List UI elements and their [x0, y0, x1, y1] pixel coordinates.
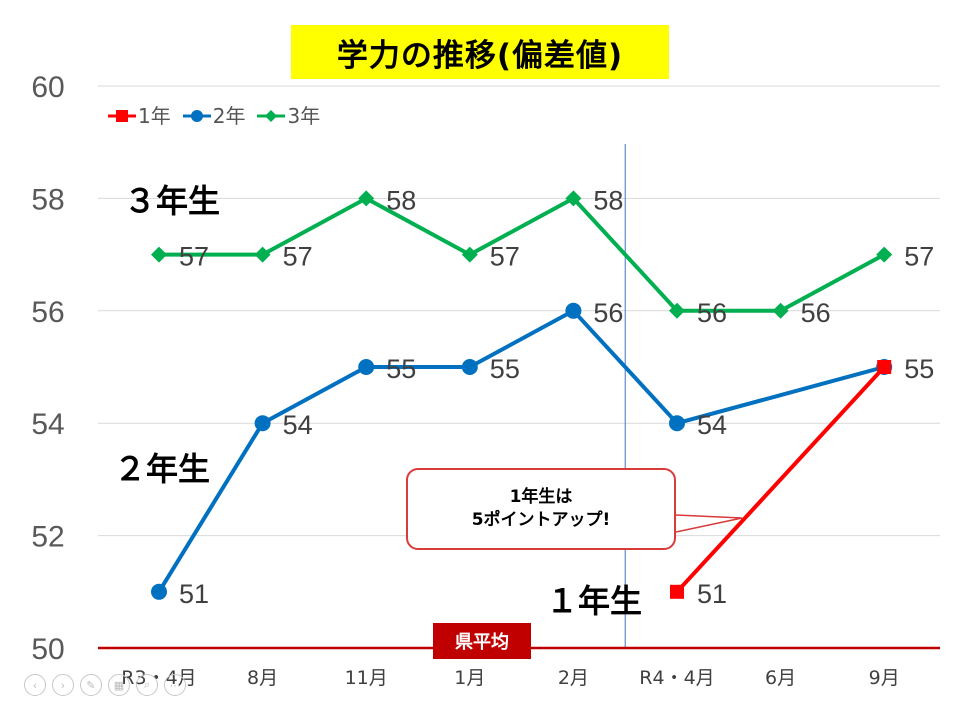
data-label: 58: [386, 185, 416, 215]
data-point: [670, 584, 684, 599]
data-point: [565, 302, 582, 319]
data-label: 56: [593, 298, 623, 328]
legend-item-3nen: 3年: [257, 100, 320, 129]
series-line: [675, 365, 886, 594]
data-label: 57: [904, 242, 934, 272]
data-label: 51: [179, 579, 209, 609]
next-icon[interactable]: ›: [52, 674, 74, 696]
data-point: [254, 246, 271, 263]
data-point: [358, 359, 375, 375]
data-label: 57: [490, 242, 520, 272]
callout-pointer: [675, 514, 743, 533]
callout-box: 1年生は 5ポイントアップ!: [406, 468, 676, 550]
data-label: 57: [179, 242, 209, 272]
legend-item-2nen: 2年: [182, 100, 246, 129]
x-tick-label: 9月: [869, 667, 900, 689]
series-line: [159, 196, 886, 313]
previous-icon[interactable]: ‹: [24, 674, 46, 696]
legend: 1年 2年 3年: [108, 100, 326, 129]
x-tick-label: 8月: [247, 667, 278, 689]
data-point: [877, 360, 892, 374]
data-label: 55: [386, 354, 416, 384]
data-point: [151, 246, 167, 263]
x-tick-label: 2月: [558, 667, 589, 689]
data-label: 56: [697, 298, 727, 328]
y-tick-label: 56: [31, 296, 64, 329]
legend-label: 2年: [212, 104, 246, 128]
data-label: 58: [593, 185, 623, 215]
data-point: [358, 190, 375, 207]
caption-2nensei: ２年生: [114, 450, 211, 488]
legend-swatch-circle: [182, 106, 211, 124]
data-point: [461, 359, 478, 375]
y-tick-label: 54: [31, 408, 64, 441]
caption-1nensei: １年生: [546, 582, 643, 620]
data-point: [254, 415, 271, 432]
data-label: 57: [283, 242, 313, 272]
x-tick-label: 1月: [454, 667, 485, 689]
data-label: 55: [490, 354, 520, 384]
y-tick-label: 58: [31, 183, 64, 216]
caption-3nensei: ３年生: [124, 182, 221, 220]
y-tick-label: 50: [31, 633, 64, 666]
data-point: [461, 246, 478, 263]
chart-title-box: 学力の推移(偏差値): [291, 25, 669, 79]
legend-label: 1年: [138, 104, 171, 128]
more-icon[interactable]: ⋯: [164, 674, 186, 696]
data-label: 54: [283, 410, 313, 440]
data-label: 56: [801, 298, 831, 328]
chart-title: 学力の推移(偏差値): [336, 37, 624, 74]
data-point: [565, 190, 582, 207]
legend-swatch-square: [108, 106, 136, 124]
slides-icon[interactable]: ▦: [108, 674, 130, 696]
pen-icon[interactable]: ✎: [80, 674, 102, 696]
callout-line-2: 5ポイントアップ!: [471, 510, 611, 530]
y-tick-label: 60: [31, 71, 64, 104]
legend-label: 3年: [287, 104, 321, 128]
data-point: [772, 302, 789, 319]
y-tick-label: 52: [31, 521, 64, 554]
x-tick-label: R4・4月: [639, 667, 714, 689]
data-point: [876, 246, 893, 263]
data-point: [669, 302, 685, 319]
x-tick-label: 6月: [765, 667, 796, 689]
baseline-badge: 県平均: [433, 623, 531, 659]
data-point: [151, 583, 167, 600]
data-label: 55: [904, 354, 934, 384]
x-tick-label: 11月: [345, 667, 388, 689]
data-point: [669, 415, 685, 432]
legend-item-1nen: 1年: [108, 100, 171, 129]
callout-line-1: 1年生は: [509, 487, 573, 508]
data-label: 51: [697, 579, 727, 609]
slideshow-toolbar: ‹ › ✎ ▦ ⌕ ⋯: [24, 674, 186, 696]
zoom-icon[interactable]: ⌕: [136, 674, 158, 696]
data-label: 54: [697, 410, 727, 440]
legend-swatch-diamond: [257, 106, 286, 124]
